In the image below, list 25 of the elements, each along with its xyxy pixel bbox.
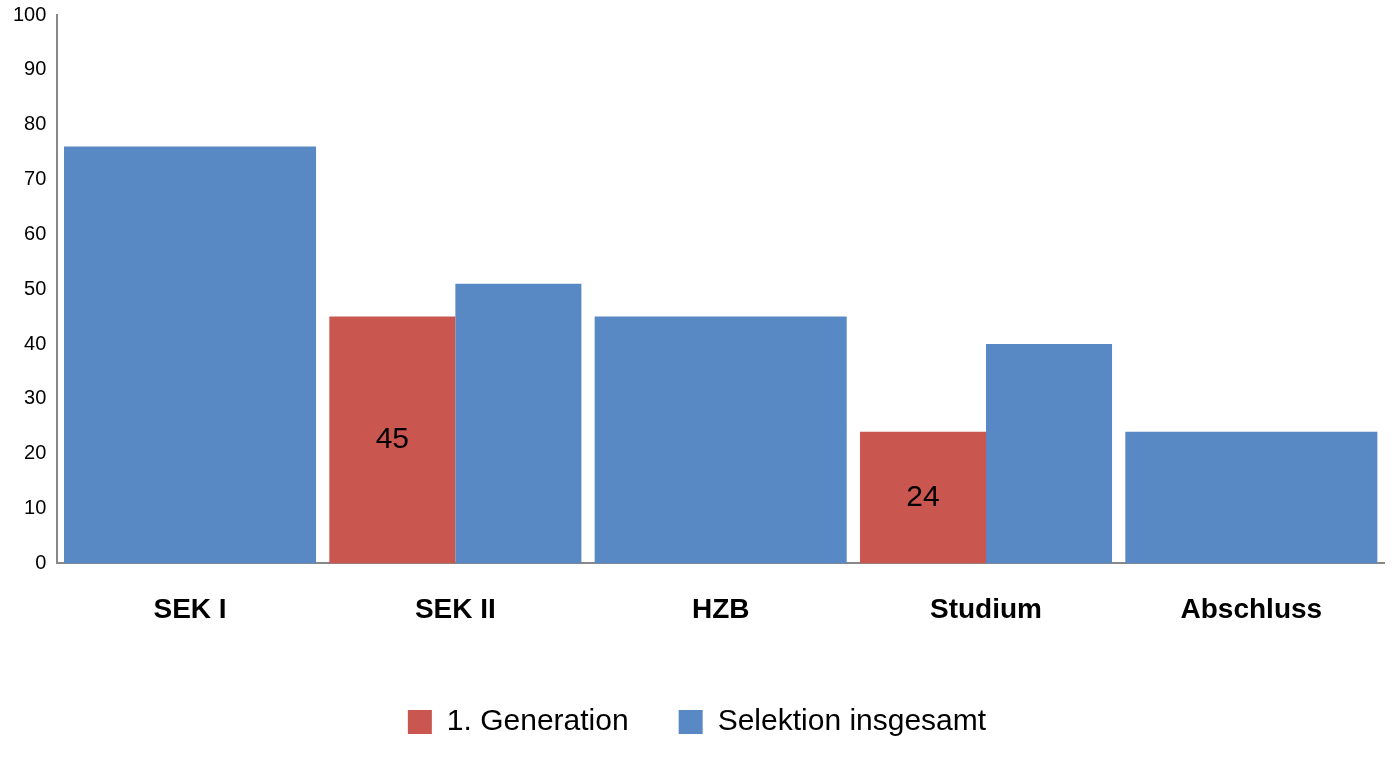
data-label: 45 [375,421,410,455]
y-tick-label: 100 [12,2,47,25]
y-tick-label: 80 [24,112,47,135]
x-tick-label: Abschluss [1180,592,1323,624]
y-tick-label: 60 [24,221,47,244]
legend-label: 1. Generation [446,703,629,737]
y-tick-label: 90 [24,57,47,80]
y-tick-label: 30 [24,386,47,409]
bar [64,146,317,564]
y-tick-label: 10 [24,496,47,519]
bar [1125,431,1378,564]
x-tick-label: SEK I [153,592,227,624]
data-label: 24 [906,478,940,512]
y-tick-label: 50 [24,276,47,299]
x-tick-label: SEK II [414,592,496,624]
y-tick-label: 0 [35,550,47,573]
x-tick-label: HZB [691,592,750,624]
bar [859,431,987,564]
x-tick-label: Studium [930,592,1043,624]
bar [594,316,847,564]
y-tick-label: 70 [24,167,47,190]
legend-label: Selektion insgesamt [717,703,987,737]
bar [329,316,456,564]
y-tick-label: 20 [24,441,47,464]
y-tick-label: 40 [24,331,47,354]
